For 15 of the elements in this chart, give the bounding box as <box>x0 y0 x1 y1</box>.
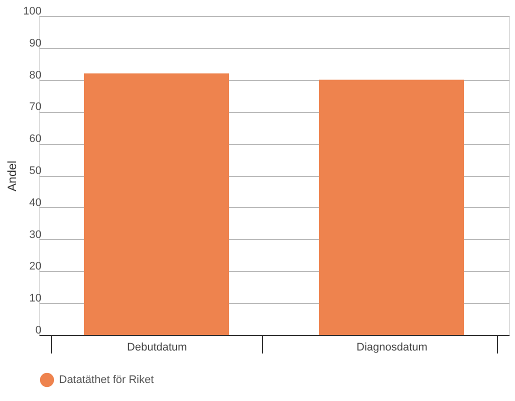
y-tick-label: 80 <box>29 69 42 82</box>
y-tick-label: 70 <box>29 101 42 114</box>
y-tick-label: 50 <box>29 165 42 177</box>
x-tick-label: Diagnosdatum <box>356 342 428 354</box>
y-tick-label: 10 <box>29 292 42 305</box>
legend-label: Datatäthet för Riket <box>59 374 154 386</box>
y-tick-label: 20 <box>29 260 42 273</box>
y-tick-label: 100 <box>23 6 42 18</box>
x-tick-label: Debutdatum <box>127 342 187 354</box>
y-axis-title: Andel <box>5 160 20 192</box>
y-tick-label: 90 <box>29 37 42 50</box>
y-tick-label: 0 <box>35 324 42 336</box>
y-tick-label: 60 <box>29 133 42 146</box>
y-tick-label: 30 <box>29 228 42 241</box>
y-tick-label: 40 <box>29 196 42 209</box>
